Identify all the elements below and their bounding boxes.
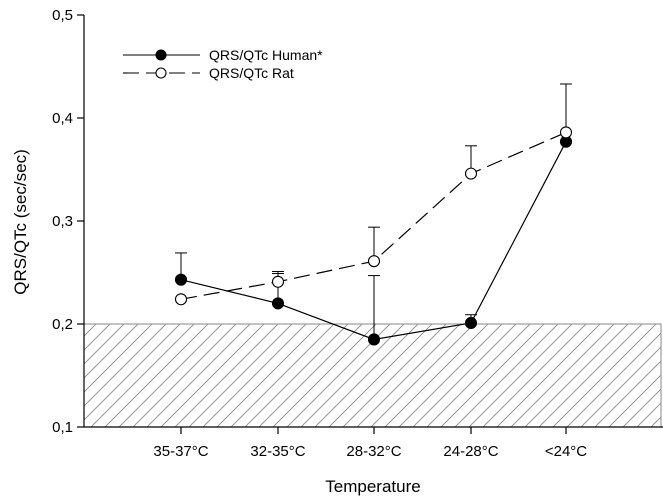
data-point <box>174 273 188 286</box>
y-tick-label: 0,3 <box>52 213 73 230</box>
data-point <box>271 275 285 288</box>
series-group <box>174 83 573 346</box>
series-human <box>174 135 573 346</box>
x-tick-label: 35-37°C <box>153 443 208 460</box>
legend-marker <box>155 49 167 61</box>
series-rat <box>174 83 573 306</box>
legend-marker <box>155 67 167 79</box>
y-tick-label: 0,5 <box>52 7 73 24</box>
x-tick-label: 28-32°C <box>346 443 401 460</box>
x-tick-label: 32-35°C <box>250 443 305 460</box>
data-point <box>271 297 285 310</box>
y-axis-title: QRS/QTc (sec/sec) <box>11 149 30 294</box>
data-point <box>559 126 573 139</box>
y-tick-label: 0,4 <box>52 110 73 127</box>
legend: QRS/QTc Human* QRS/QTc Rat <box>123 47 323 81</box>
series-line <box>180 131 567 300</box>
y-tick-label: 0,2 <box>52 316 73 333</box>
legend-label: QRS/QTc Rat <box>209 65 294 81</box>
data-point <box>367 255 381 268</box>
x-tick-label: <24°C <box>545 443 587 460</box>
data-point <box>464 167 478 180</box>
x-tick-label: 24-28°C <box>443 443 498 460</box>
x-axis-title: Temperature <box>325 477 420 496</box>
legend-label: QRS/QTc Human* <box>209 47 323 63</box>
data-point <box>367 333 381 346</box>
axes: 0,1 0,2 0,3 0,4 0,5 35-37°C 32-35°C 28-32°C 24-2… <box>52 7 663 460</box>
y-tick-label: 0,1 <box>52 419 73 436</box>
data-point <box>174 293 188 306</box>
data-point <box>464 316 478 330</box>
